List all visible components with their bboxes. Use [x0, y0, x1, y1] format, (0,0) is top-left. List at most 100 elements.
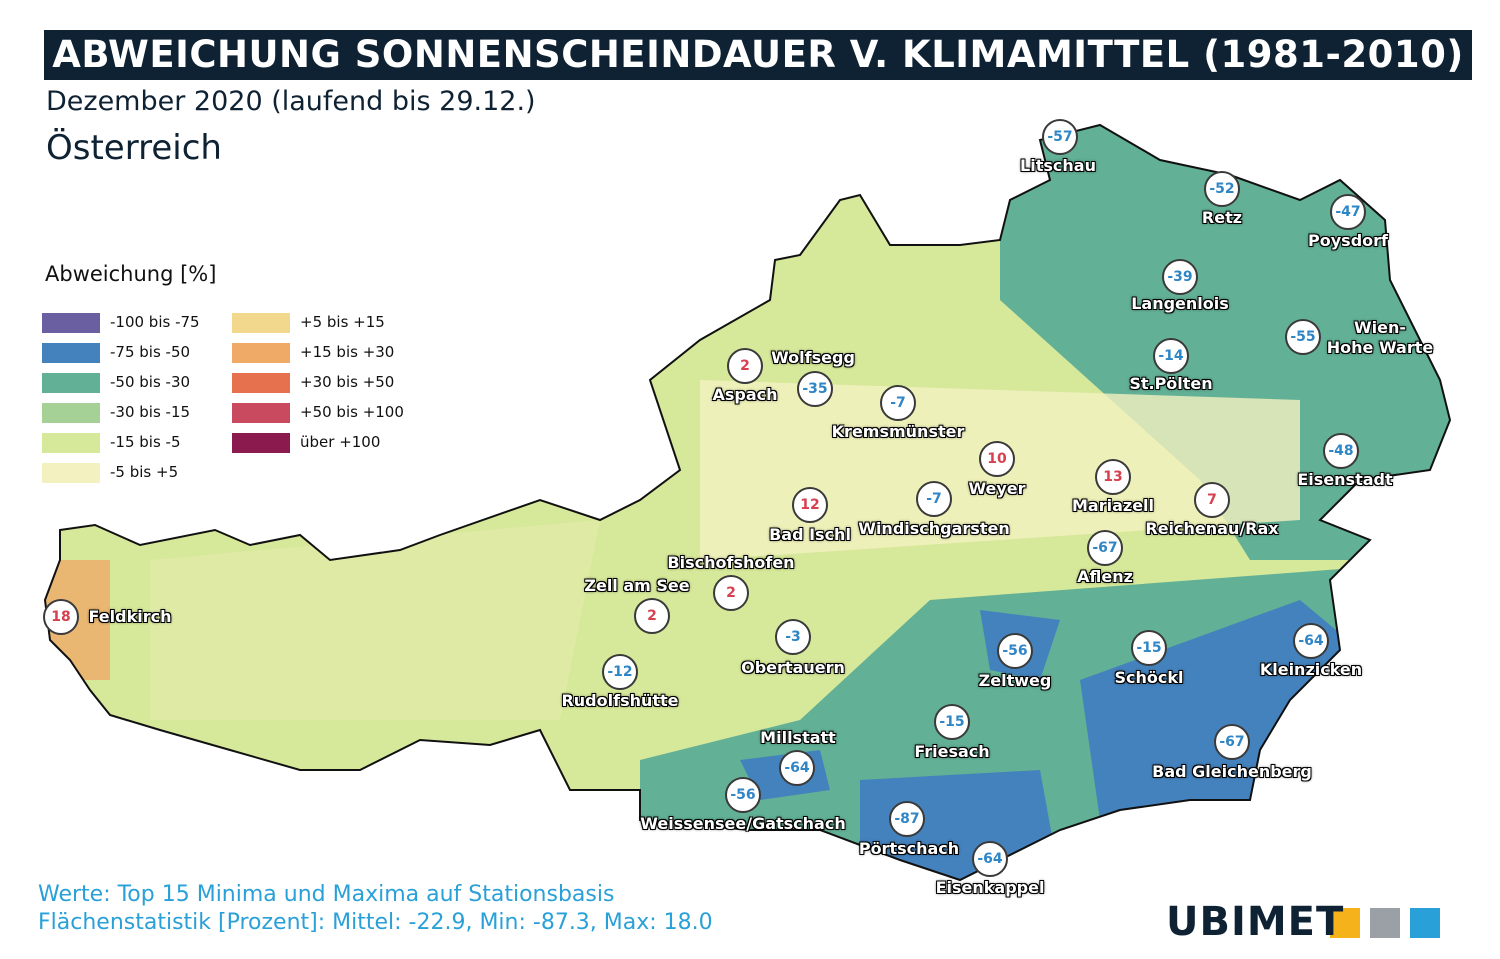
legend-item: über +100	[232, 431, 380, 453]
station-name: Zeltweg	[978, 671, 1052, 690]
logo-icon	[1410, 908, 1440, 938]
legend-label: +5 bis +15	[300, 313, 385, 331]
station-value: -3	[775, 619, 811, 655]
legend-swatch	[232, 402, 290, 423]
station-name: Bad Gleichenberg	[1152, 762, 1312, 781]
station-name: Retz	[1201, 208, 1243, 227]
station-name: Wolfsegg	[771, 348, 855, 367]
legend-item: -15 bis -5	[42, 431, 181, 453]
legend-label: +50 bis +100	[300, 403, 404, 421]
region: Österreich	[46, 128, 222, 168]
station-name: Wien- Hohe Warte	[1326, 318, 1434, 357]
station-name: Litschau	[1020, 156, 1096, 175]
station-value: -64	[972, 841, 1008, 877]
logo-icon	[1330, 908, 1360, 938]
station-name: St.Pölten	[1129, 374, 1213, 393]
station-value: -64	[1293, 623, 1329, 659]
legend-swatch	[42, 342, 100, 363]
station-value: -39	[1162, 259, 1198, 295]
footnote: Werte: Top 15 Minima und Maxima auf Stat…	[38, 882, 615, 907]
title: ABWEICHUNG SONNENSCHEINDAUER V. KLIMAMIT…	[44, 30, 1472, 80]
station-name: Weissensee/Gatschach	[640, 814, 846, 833]
legend-title: Abweichung [%]	[45, 262, 217, 286]
station-value: -15	[1131, 630, 1167, 666]
legend-item: -50 bis -30	[42, 371, 190, 393]
legend-swatch	[42, 462, 100, 483]
subtitle: Dezember 2020 (laufend bis 29.12.)	[46, 86, 536, 117]
legend-swatch	[232, 432, 290, 453]
station-value: 13	[1095, 459, 1131, 495]
station-name: Millstatt	[760, 728, 836, 747]
station-name: Reichenau/Rax	[1145, 519, 1279, 538]
station-value: 2	[727, 348, 763, 384]
station-value: 2	[713, 575, 749, 611]
legend-label: über +100	[300, 433, 381, 451]
station-value: -55	[1285, 319, 1321, 355]
station-value: 10	[979, 441, 1015, 477]
station-name: Obertauern	[741, 658, 845, 677]
legend-item: -75 bis -50	[42, 341, 190, 363]
station-value: -52	[1204, 171, 1240, 207]
station-name: Aspach	[712, 385, 778, 404]
legend-swatch	[42, 432, 100, 453]
footnote: Flächenstatistik [Prozent]: Mittel: -22.…	[38, 910, 713, 935]
station-value: 7	[1194, 482, 1230, 518]
station-value: -7	[916, 481, 952, 517]
station-value: -67	[1214, 724, 1250, 760]
station-name: Eisenstadt	[1297, 470, 1393, 489]
logo-icon	[1370, 908, 1400, 938]
station-value: -35	[797, 371, 833, 407]
station-value: -56	[997, 633, 1033, 669]
legend-label: +15 bis +30	[300, 343, 395, 361]
station-value: -87	[889, 801, 925, 837]
legend-swatch	[42, 312, 100, 333]
legend-label: -15 bis -5	[110, 433, 181, 451]
station-value: -48	[1323, 433, 1359, 469]
legend-swatch	[232, 312, 290, 333]
station-value: -57	[1042, 119, 1078, 155]
station-name: Aflenz	[1077, 567, 1133, 586]
station-name: Eisenkappel	[935, 878, 1045, 897]
legend-swatch	[232, 342, 290, 363]
station-name: Zell am See	[584, 576, 690, 595]
legend-item: +50 bis +100	[232, 401, 404, 423]
station-value: -67	[1087, 530, 1123, 566]
legend-label: -5 bis +5	[110, 463, 179, 481]
station-value: -56	[725, 777, 761, 813]
station-value: -47	[1330, 194, 1366, 230]
legend-swatch	[232, 372, 290, 393]
station-value: -12	[602, 654, 638, 690]
station-value: -15	[934, 704, 970, 740]
legend-swatch	[42, 402, 100, 423]
legend-label: -75 bis -50	[110, 343, 191, 361]
station-name: Mariazell	[1071, 496, 1155, 515]
legend-item: +5 bis +15	[232, 311, 385, 333]
station-name: Kleinzicken	[1259, 660, 1363, 679]
station-name: Windischgarsten	[858, 519, 1010, 538]
logo: UBIMET	[1166, 899, 1345, 945]
station-name: Friesach	[914, 742, 990, 761]
station-name: Feldkirch	[88, 607, 172, 626]
station-value: 12	[792, 487, 828, 523]
station-name: Pörtschach	[858, 839, 960, 858]
border	[43, 123, 1452, 882]
legend-label: -100 bis -75	[110, 313, 200, 331]
legend-label: +30 bis +50	[300, 373, 395, 391]
station-value: 18	[43, 599, 79, 635]
legend-item: +15 bis +30	[232, 341, 394, 363]
legend-item: -30 bis -15	[42, 401, 190, 423]
legend-item: -100 bis -75	[42, 311, 200, 333]
station-name: Schöckl	[1114, 668, 1184, 687]
station-value: 2	[634, 598, 670, 634]
station-value: -7	[880, 385, 916, 421]
legend-swatch	[42, 372, 100, 393]
station-name: Kremsmünster	[831, 422, 965, 441]
station-name: Langenlois	[1131, 294, 1229, 313]
station-value: -14	[1153, 338, 1189, 374]
station-value: -64	[779, 750, 815, 786]
legend-item: -5 bis +5	[42, 461, 178, 483]
station-name: Weyer	[968, 479, 1026, 498]
legend-item: +30 bis +50	[232, 371, 394, 393]
station-name: Bischofshofen	[667, 553, 795, 572]
